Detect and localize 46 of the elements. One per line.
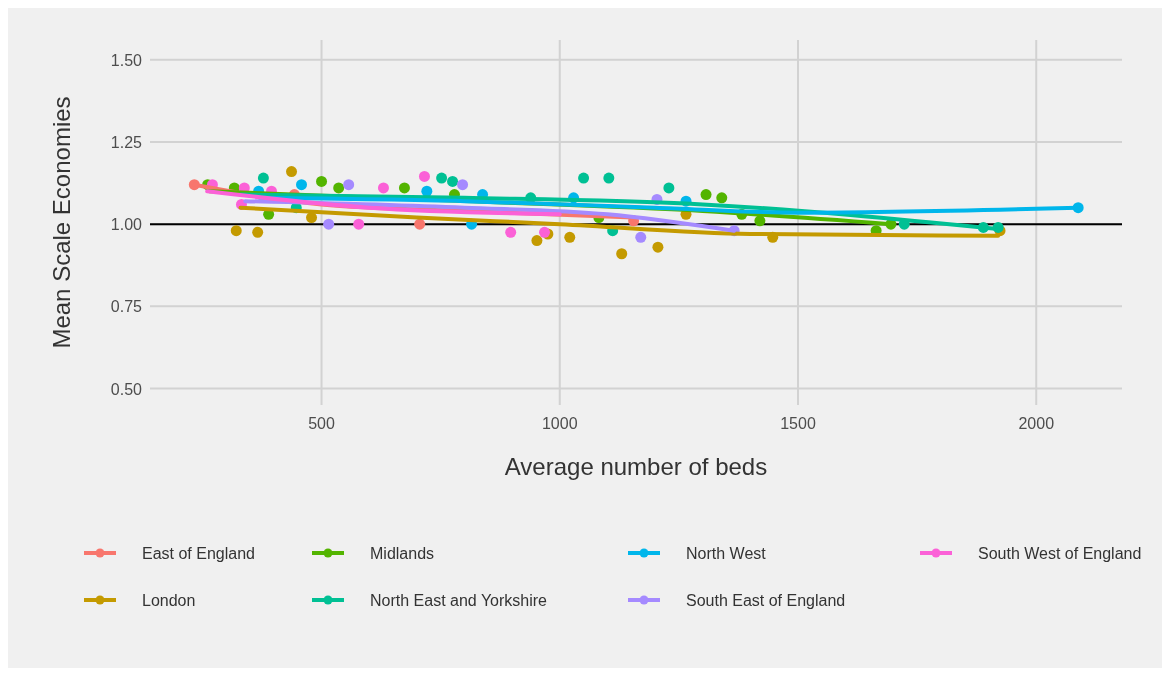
point xyxy=(316,175,328,187)
point xyxy=(436,172,448,184)
point xyxy=(457,179,469,191)
y-axis-title: Mean Scale Economies xyxy=(48,96,75,349)
y-tick-label: 1.50 xyxy=(110,51,143,69)
point xyxy=(564,231,576,243)
point xyxy=(578,172,590,184)
legend-label: London xyxy=(142,592,196,609)
legend-label: Midlands xyxy=(370,545,435,562)
y-tick-label: 0.75 xyxy=(110,298,143,316)
legend-label: North East and Yorkshire xyxy=(370,592,548,609)
point xyxy=(505,226,517,238)
x-tick-label: 1000 xyxy=(541,415,578,432)
y-tick-label: 0.50 xyxy=(110,380,143,398)
point xyxy=(333,182,345,194)
point xyxy=(616,248,628,260)
x-axis-title: Average number of beds xyxy=(504,453,768,480)
y-tick-label: 1.00 xyxy=(110,216,143,234)
legend-label: East of England xyxy=(142,545,255,562)
point xyxy=(531,235,543,247)
legend-label: South West of England xyxy=(978,545,1142,562)
point xyxy=(447,175,459,187)
point xyxy=(252,226,264,238)
legend-label: South East of England xyxy=(686,592,846,609)
point xyxy=(652,241,664,253)
point xyxy=(353,218,365,230)
point xyxy=(603,172,615,184)
x-tick-label: 1500 xyxy=(780,415,816,432)
point xyxy=(716,192,728,204)
point xyxy=(230,225,242,237)
y-tick-label: 1.25 xyxy=(110,133,143,151)
point xyxy=(418,170,430,182)
point xyxy=(286,166,298,178)
point xyxy=(700,189,712,201)
point xyxy=(663,182,675,194)
point xyxy=(414,218,426,230)
x-tick-label: 500 xyxy=(308,415,335,432)
x-tick-label: 2000 xyxy=(1018,415,1055,432)
point xyxy=(635,231,647,243)
legend-label: North West xyxy=(686,545,767,562)
point xyxy=(377,182,389,194)
point xyxy=(296,179,308,191)
point xyxy=(398,182,410,194)
point xyxy=(257,172,269,184)
point xyxy=(343,179,355,191)
point xyxy=(323,218,335,230)
